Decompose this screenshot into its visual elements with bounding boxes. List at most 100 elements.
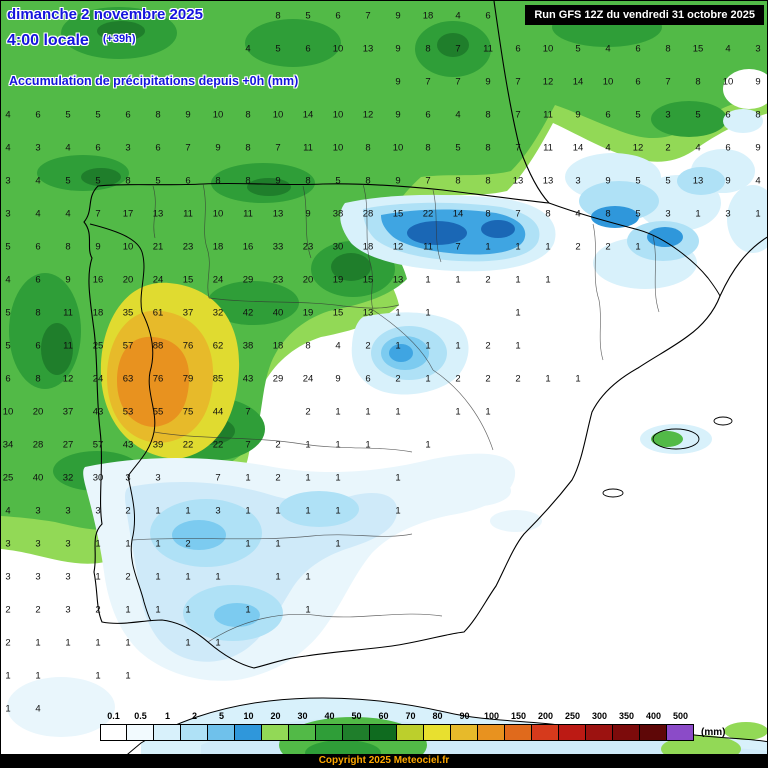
grid-value: 1: [305, 604, 311, 616]
grid-value: 11: [303, 142, 313, 154]
grid-value: 37: [182, 307, 194, 319]
legend-stop-box: [126, 724, 154, 741]
grid-value: 1: [545, 274, 551, 286]
border-france-spain: [548, 202, 721, 297]
grid-value: 3: [5, 175, 11, 187]
grid-value: 8: [245, 142, 251, 154]
grid-value: 6: [155, 142, 161, 154]
grid-value: 22: [182, 439, 194, 451]
grid-value: 7: [95, 208, 101, 220]
grid-value: 4: [5, 109, 11, 121]
legend-stop-box: [504, 724, 532, 741]
grid-value: 8: [485, 109, 491, 121]
legend-stop-label: 1: [164, 711, 170, 721]
grid-value: 1: [185, 571, 191, 583]
grid-value: 1: [515, 307, 521, 319]
grid-value: 7: [275, 142, 281, 154]
grid-value: 2: [5, 604, 11, 616]
grid-value: 10: [332, 109, 344, 121]
grid-value: 1: [635, 241, 641, 253]
grid-value: 9: [395, 109, 401, 121]
grid-value: 5: [5, 241, 11, 253]
grid-value: 40: [272, 307, 284, 319]
grid-value: 2: [605, 241, 611, 253]
grid-value: 3: [575, 175, 581, 187]
grid-value: 11: [183, 208, 193, 220]
grid-value: 18: [362, 241, 374, 253]
grid-value: 2: [365, 340, 371, 352]
legend-stop: 90: [450, 711, 478, 741]
grid-value: 3: [65, 604, 71, 616]
grid-value: 1: [275, 505, 281, 517]
grid-value: 6: [35, 274, 41, 286]
legend-stop: 500: [666, 711, 694, 741]
legend-stop-box: [315, 724, 343, 741]
grid-value: 7: [365, 10, 371, 22]
grid-value: 1: [335, 472, 341, 484]
legend-stop-box: [585, 724, 613, 741]
precip-green-deep-core: [81, 168, 121, 186]
grid-value: 1: [185, 505, 191, 517]
grid-value: 4: [605, 43, 611, 55]
grid-value: 5: [695, 109, 701, 121]
grid-value: 4: [245, 43, 251, 55]
grid-value: 7: [455, 76, 461, 88]
grid-value: 85: [212, 373, 224, 385]
grid-value: 5: [575, 43, 581, 55]
grid-value: 8: [305, 175, 311, 187]
legend-stop-box: [450, 724, 478, 741]
grid-value: 3: [755, 43, 761, 55]
grid-value: 1: [425, 307, 431, 319]
grid-value: 1: [695, 208, 701, 220]
grid-value: 4: [455, 109, 461, 121]
grid-value: 1: [245, 505, 251, 517]
precip-blue-light-patch: [677, 167, 725, 195]
grid-value: 8: [35, 373, 41, 385]
grid-value: 6: [425, 109, 431, 121]
grid-value: 2: [485, 274, 491, 286]
grid-value: 9: [95, 241, 101, 253]
grid-value: 19: [332, 274, 344, 286]
grid-value: 10: [272, 109, 284, 121]
grid-value: 2: [275, 472, 281, 484]
grid-value: 40: [32, 472, 44, 484]
grid-value: 8: [245, 109, 251, 121]
grid-value: 6: [35, 241, 41, 253]
grid-value: 1: [95, 637, 101, 649]
precip-green-dark-patch: [651, 101, 727, 137]
legend-stop: 10: [234, 711, 262, 741]
grid-value: 1: [395, 472, 401, 484]
legend-stop-label: 400: [645, 711, 662, 721]
precip-green-dark-patch: [245, 19, 341, 67]
grid-value: 7: [185, 142, 191, 154]
grid-value: 8: [305, 340, 311, 352]
grid-value: 55: [152, 406, 164, 418]
grid-value: 7: [515, 76, 521, 88]
grid-value: 33: [272, 241, 284, 253]
grid-value: 57: [122, 340, 134, 352]
grid-value: 4: [755, 175, 761, 187]
grid-value: 23: [272, 274, 284, 286]
grid-value: 11: [63, 307, 73, 319]
grid-value: 24: [92, 373, 104, 385]
grid-value: 14: [572, 142, 584, 154]
grid-value: 7: [425, 76, 431, 88]
grid-value: 1: [35, 670, 41, 682]
grid-value: 4: [65, 208, 71, 220]
dry-gap: [723, 69, 767, 109]
grid-value: 10: [392, 142, 404, 154]
grid-value: 1: [335, 505, 341, 517]
legend-stop-label: 60: [378, 711, 389, 721]
grid-value: 6: [35, 340, 41, 352]
precip-south-spot: [214, 603, 260, 627]
grid-value: 10: [2, 406, 14, 418]
grid-value: 13: [362, 307, 374, 319]
grid-value: 63: [122, 373, 134, 385]
grid-value: 7: [455, 241, 461, 253]
grid-value: 1: [455, 340, 461, 352]
grid-value: 1: [455, 274, 461, 286]
grid-value: 57: [92, 439, 104, 451]
precip-green-dark-patch: [207, 281, 299, 325]
legend-stop: 70: [396, 711, 424, 741]
